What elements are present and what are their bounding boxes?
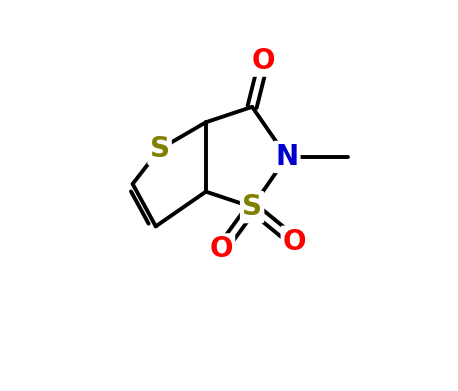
Text: S: S	[242, 193, 262, 221]
Text: O: O	[283, 228, 306, 256]
Text: S: S	[150, 135, 169, 163]
Text: O: O	[252, 47, 275, 75]
Text: O: O	[210, 235, 233, 264]
Text: N: N	[275, 143, 298, 171]
